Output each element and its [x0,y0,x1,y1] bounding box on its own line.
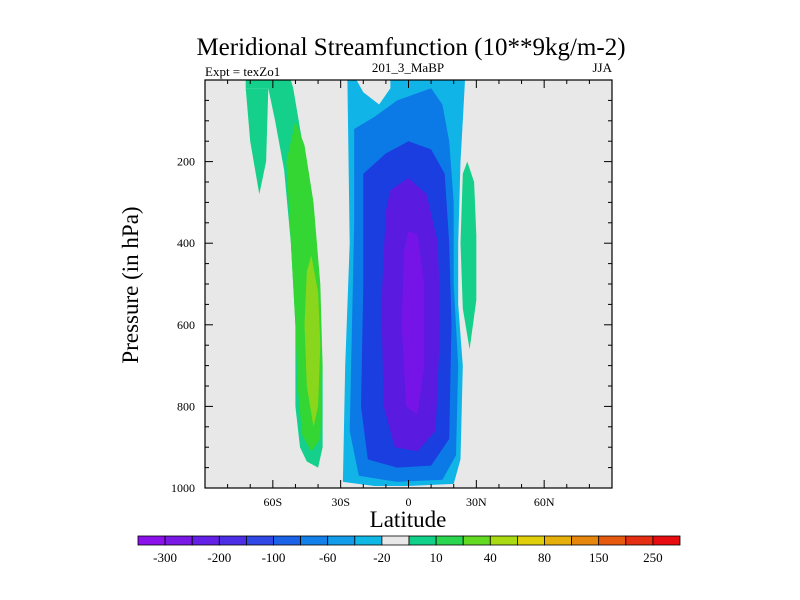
colorbar-label: -60 [319,550,336,565]
colorbar-box [137,535,166,546]
colorbar-boxes [137,535,681,546]
x-axis-label: Latitude [370,507,447,532]
contour-southern-cell-80 [304,255,321,427]
colorbar-box [408,535,437,546]
colorbar-box [462,535,491,546]
colorbar-box [381,535,410,546]
experiment-label: Expt = texZo1 [205,64,280,79]
contour-central-cell-minus300 [401,231,425,415]
colorbar-box [327,535,356,546]
colorbar-label: 10 [430,550,443,565]
chart-title: Meridional Streamfunction (10**9kg/m-2) [196,34,625,61]
x-tick-label: 0 [406,495,412,509]
x-tick-label: 60S [263,495,282,509]
colorbar-box [191,535,220,546]
colorbar-box [489,535,518,546]
colorbar-box [598,535,627,546]
y-tick-label: 600 [177,318,195,332]
colorbar-box [300,535,329,546]
colorbar-label: -20 [373,550,390,565]
y-tick-label: 400 [177,236,195,250]
colorbar-box [517,535,545,546]
axis-ticks [205,80,612,489]
x-tick-label: 30N [466,495,487,509]
colorbar: -300 -200 -100 -60 -20 10 40 80 150 250 [137,535,681,565]
colorbar-labels: -300 -200 -100 -60 -20 10 40 80 150 250 [153,550,662,565]
contour-northern-small-cell [460,161,477,350]
y-tick-label: 800 [177,399,195,413]
colorbar-box [571,535,600,546]
colorbar-label: 40 [484,550,497,565]
contour-layer [245,80,477,486]
colorbar-label: -300 [153,550,177,565]
colorbar-label: 250 [643,550,663,565]
colorbar-box [354,535,383,546]
contour-southern-cell-left-tail [245,88,269,195]
x-tick-labels: 60S 30S 0 30N 60N [263,495,554,509]
season-label: JJA [592,60,612,75]
colorbar-box [164,535,193,546]
colorbar-box [435,535,464,546]
colorbar-label: -100 [262,550,286,565]
plot-area: 60S 30S 0 30N 60N 200 400 600 800 1000 [171,79,613,509]
colorbar-box [625,535,654,546]
colorbar-box [652,535,681,546]
colorbar-label: 150 [589,550,609,565]
y-tick-label: 1000 [171,481,195,495]
colorbar-box [218,535,247,546]
x-tick-label: 60N [534,495,555,509]
x-tick-label: 30S [331,495,350,509]
colorbar-box [273,535,302,546]
colorbar-box [544,535,573,546]
y-axis-label: Pressure (in hPa) [118,206,143,363]
colorbar-label: 80 [538,550,551,565]
y-tick-labels: 200 400 600 800 1000 [171,155,195,495]
colorbar-box [245,535,274,546]
colorbar-label: -200 [207,550,231,565]
y-tick-label: 200 [177,155,195,169]
run-label: 201_3_MaBP [372,60,444,75]
